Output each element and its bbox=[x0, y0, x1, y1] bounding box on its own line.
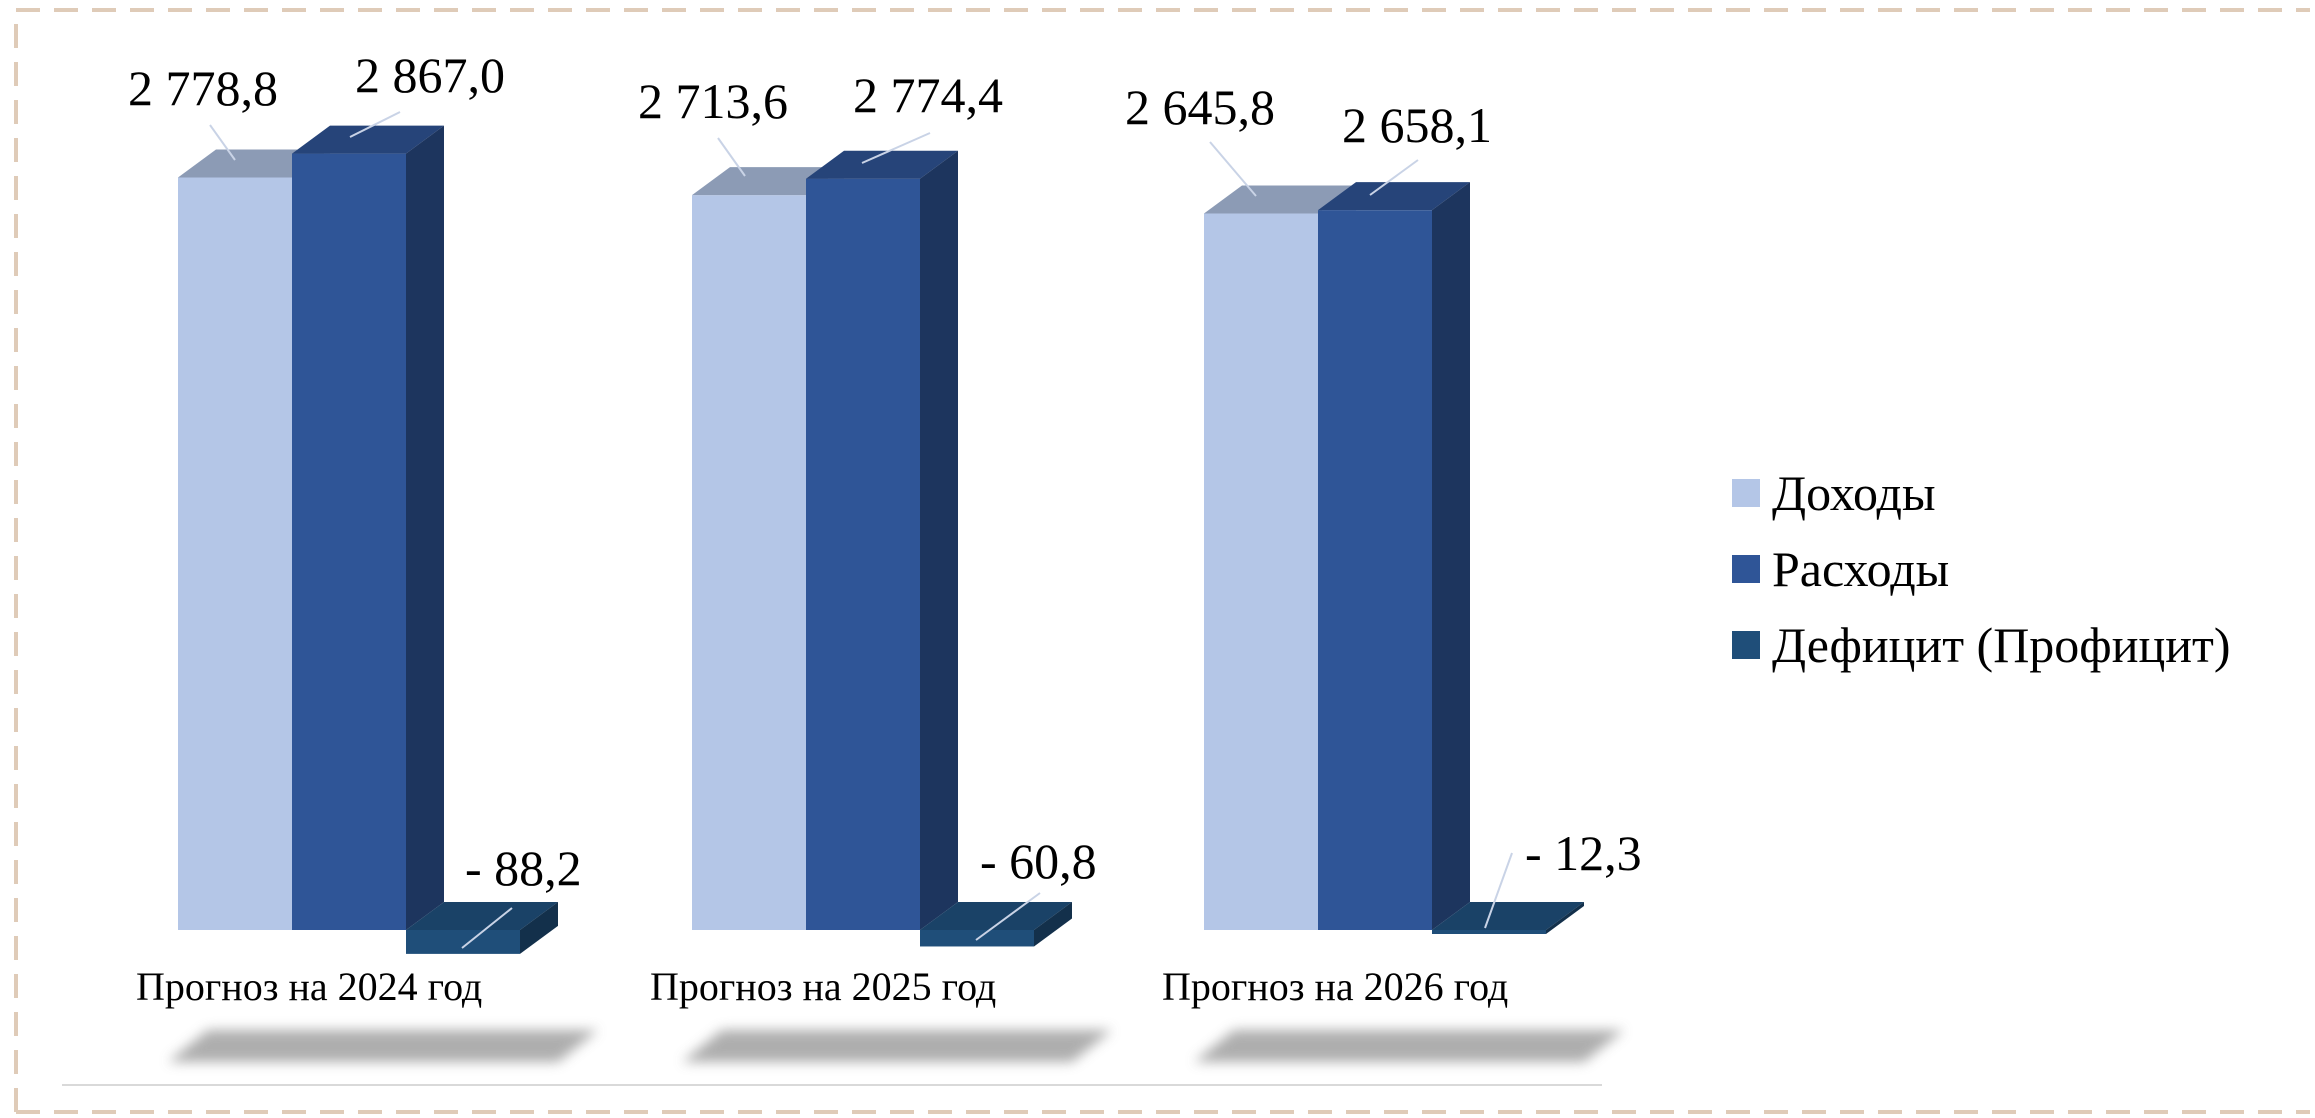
bar-2-side bbox=[520, 902, 558, 954]
data-label: 2 774,4 bbox=[853, 67, 1003, 123]
bar-0-front bbox=[178, 177, 292, 930]
data-label-leader bbox=[1484, 852, 1513, 929]
bar-2-side bbox=[1034, 902, 1072, 947]
bar-1-top bbox=[292, 125, 444, 154]
data-label: 2 867,0 bbox=[355, 47, 505, 103]
legend-swatch-expenses bbox=[1732, 555, 1760, 583]
data-label-leader bbox=[717, 137, 746, 177]
bar-2-top bbox=[1432, 902, 1584, 930]
bar-2-front bbox=[1432, 930, 1546, 934]
legend-label-income: Доходы bbox=[1772, 465, 1936, 521]
data-label: - 12,3 bbox=[1525, 825, 1642, 881]
bar-2-top bbox=[406, 902, 558, 930]
data-label-leader bbox=[1209, 141, 1257, 197]
bar-2-front bbox=[406, 930, 520, 954]
bar-1-side bbox=[920, 150, 958, 930]
bar-2-top bbox=[920, 902, 1072, 930]
data-label: 2 645,8 bbox=[1125, 79, 1275, 135]
bar-1-front bbox=[806, 178, 920, 930]
legend-label-deficit: Дефицит (Профицит) bbox=[1772, 617, 2231, 673]
legend: Доходы Расходы Дефицит (Профицит) bbox=[1732, 455, 2230, 683]
frame-border bbox=[14, 8, 2310, 1112]
data-label-leader bbox=[349, 111, 401, 138]
data-label: 2 778,8 bbox=[128, 60, 278, 116]
bar-1-top bbox=[1318, 182, 1470, 211]
legend-item-deficit: Дефицит (Профицит) bbox=[1732, 607, 2230, 683]
data-label-leader bbox=[975, 892, 1041, 941]
category-label: Прогноз на 2026 год bbox=[1162, 964, 1508, 1009]
category-label: Прогноз на 2024 год bbox=[136, 964, 482, 1009]
category-shadow bbox=[682, 1030, 1112, 1062]
legend-item-income: Доходы bbox=[1732, 455, 2230, 531]
legend-swatch-deficit bbox=[1732, 631, 1760, 659]
bar-1-front bbox=[1318, 210, 1432, 930]
data-label: 2 713,6 bbox=[638, 73, 788, 129]
bar-1-top bbox=[806, 150, 958, 179]
legend-swatch-income bbox=[1732, 479, 1760, 507]
bar-0-top bbox=[1204, 185, 1356, 214]
data-label-leader bbox=[461, 907, 513, 949]
bar-2-side bbox=[1546, 902, 1584, 934]
legend-item-expenses: Расходы bbox=[1732, 531, 2230, 607]
bar-1-side bbox=[1432, 182, 1470, 930]
category-label: Прогноз на 2025 год bbox=[650, 964, 996, 1009]
legend-label-expenses: Расходы bbox=[1772, 541, 1950, 597]
data-label: - 88,2 bbox=[465, 840, 582, 896]
data-label-leader bbox=[1369, 159, 1419, 196]
data-label: 2 658,1 bbox=[1342, 97, 1492, 153]
data-label: - 60,8 bbox=[980, 833, 1097, 889]
category-shadow bbox=[168, 1030, 598, 1062]
bar-1-front bbox=[292, 153, 406, 930]
bar-0-front bbox=[1204, 213, 1318, 931]
bar-1-side bbox=[406, 125, 444, 931]
data-label-leader bbox=[861, 132, 931, 164]
bar-0-front bbox=[692, 195, 806, 931]
category-shadow bbox=[1194, 1030, 1624, 1062]
data-label-leader bbox=[209, 124, 236, 161]
